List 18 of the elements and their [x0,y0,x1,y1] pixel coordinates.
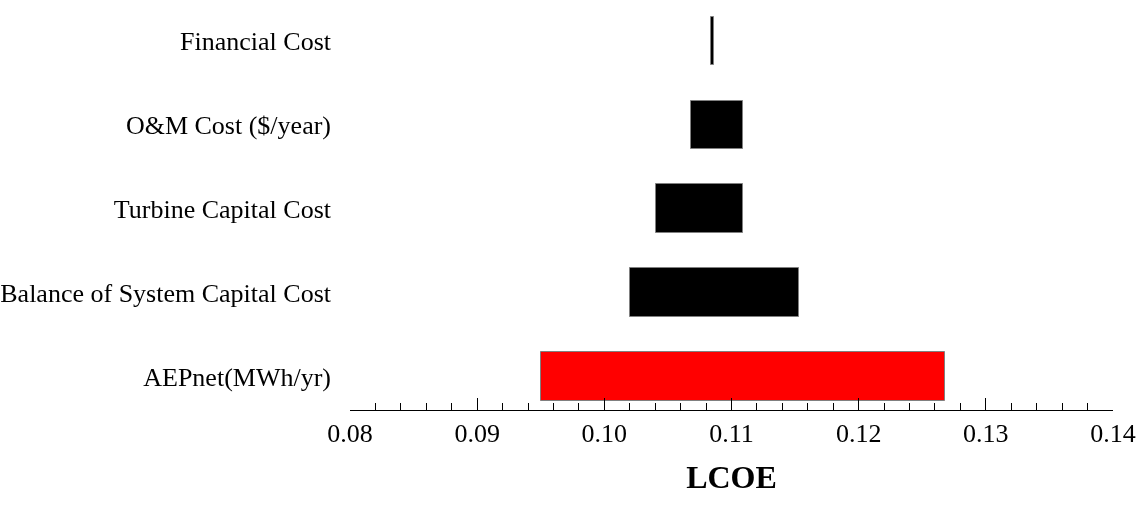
bar [710,16,714,65]
y-tick-label: Financial Cost [180,27,332,57]
y-tick-label: Balance of System Capital Cost [0,278,332,308]
x-tick-label: 0.08 [327,419,373,449]
x-tick-label: 0.11 [709,419,754,449]
x-tick-label: 0.12 [835,419,882,449]
x-tick-label: 0.13 [963,419,1009,449]
x-tick-label: 0.09 [454,419,500,449]
y-tick-label: Turbine Capital Cost [113,194,332,224]
x-tick-label: 0.14 [1090,419,1136,449]
bar [655,183,743,233]
x-tick-label: 0.10 [581,419,628,449]
x-axis-title: LCOE [686,459,777,496]
bar [629,267,799,317]
y-tick-label: O&M Cost ($/year) [125,111,331,141]
bar [690,100,743,149]
y-tick-label: AEPnet(MWh/yr) [143,362,331,392]
bar [540,351,945,401]
